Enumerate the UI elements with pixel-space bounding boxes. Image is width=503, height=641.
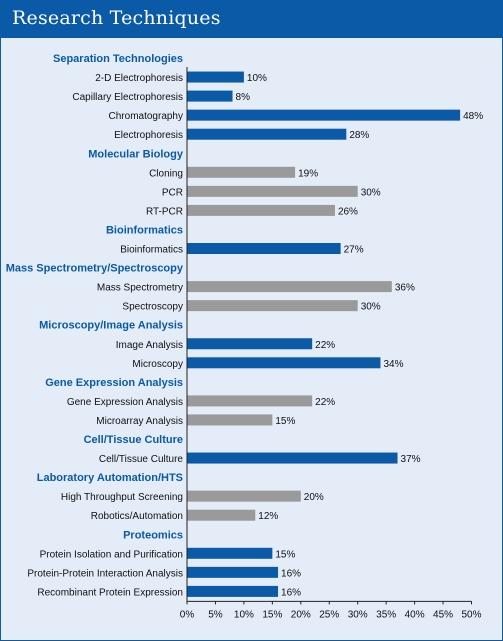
category-label-cell-tissue-culture: Cell/Tissue Culture: [84, 434, 183, 446]
data-label-high-throughput-screening: 20%: [304, 492, 324, 503]
x-tick-label: 10%: [234, 609, 254, 620]
category-label-mass-spectrometry-spectroscopy: Mass Spectrometry/Spectroscopy: [6, 263, 184, 275]
bar-gene-expression-analysis: [187, 395, 313, 407]
bar-spectroscopy: [187, 300, 358, 312]
bar-robotics-automation: [187, 509, 256, 521]
row-label-protein-isolation-and-purification: Protein Isolation and Purification: [40, 549, 183, 560]
row-label-microarray-analysis: Microarray Analysis: [96, 416, 183, 427]
row-label-electrophoresis: Electrophoresis: [114, 130, 183, 141]
bar-recombinant-protein-expression: [187, 585, 279, 597]
bar-protein-protein-interaction-analysis: [187, 566, 279, 578]
data-label-rt-pcr: 26%: [338, 206, 358, 217]
row-label-protein-protein-interaction-analysis: Protein-Protein Interaction Analysis: [27, 568, 183, 579]
bar-chromatography: [187, 109, 461, 121]
row-label-rt-pcr: RT-PCR: [146, 206, 183, 217]
row-label-mass-spectrometry: Mass Spectrometry: [97, 283, 183, 294]
row-label-spectroscopy: Spectroscopy: [122, 302, 183, 313]
bar-pcr: [187, 185, 358, 197]
data-label-protein-protein-interaction-analysis: 16%: [281, 568, 301, 579]
x-tick-label: 35%: [376, 609, 396, 620]
data-label-chromatography: 48%: [463, 111, 483, 122]
data-label-microscopy: 34%: [383, 359, 403, 370]
row-label-capillary-electrophoresis: Capillary Electrophoresis: [72, 92, 183, 103]
row-label-2-d-electrophoresis: 2-D Electrophoresis: [95, 73, 183, 84]
category-label-separation-technologies: Separation Technologies: [53, 53, 183, 65]
data-label-image-analysis: 22%: [315, 340, 335, 351]
data-label-protein-isolation-and-purification: 15%: [275, 549, 295, 560]
data-label-gene-expression-analysis: 22%: [315, 397, 335, 408]
x-tick-label: 45%: [433, 609, 453, 620]
x-tick-label: 50%: [461, 609, 481, 620]
data-label-robotics-automation: 12%: [258, 511, 278, 522]
bar-electrophoresis: [187, 128, 347, 140]
x-tick-label: 25%: [319, 609, 339, 620]
row-label-recombinant-protein-expression: Recombinant Protein Expression: [37, 587, 183, 598]
bar-microscopy: [187, 357, 381, 369]
data-label-cloning: 19%: [298, 168, 318, 179]
category-label-microscopy-image-analysis: Microscopy/Image Analysis: [39, 320, 183, 332]
chart-title: Research Techniques: [12, 7, 221, 29]
data-label-spectroscopy: 30%: [361, 302, 381, 313]
bar-bioinformatics: [187, 243, 341, 254]
row-label-cell-tissue-culture: Cell/Tissue Culture: [99, 454, 184, 465]
data-label-pcr: 30%: [361, 187, 381, 198]
bar-rt-pcr: [187, 204, 335, 216]
x-tick-label: 40%: [405, 609, 425, 620]
bar-high-throughput-screening: [187, 490, 301, 502]
title-bar: Research Techniques: [1, 1, 503, 38]
row-label-gene-expression-analysis: Gene Expression Analysis: [67, 397, 183, 408]
row-label-bioinformatics: Bioinformatics: [120, 245, 183, 256]
data-label-recombinant-protein-expression: 16%: [281, 587, 301, 598]
row-label-pcr: PCR: [162, 187, 183, 198]
category-label-laboratory-automation-hts: Laboratory Automation/HTS: [37, 472, 183, 484]
category-label-proteomics: Proteomics: [123, 529, 183, 541]
row-label-microscopy: Microscopy: [132, 359, 183, 370]
bar-capillary-electrophoresis: [187, 90, 233, 102]
bar-microarray-analysis: [187, 414, 273, 426]
x-tick-label: 0%: [180, 609, 195, 620]
category-label-gene-expression-analysis: Gene Expression Analysis: [45, 377, 183, 389]
x-tick-label: 20%: [291, 609, 311, 620]
category-label-molecular-biology: Molecular Biology: [88, 148, 184, 160]
x-tick-label: 15%: [262, 609, 282, 620]
data-label-mass-spectrometry: 36%: [395, 283, 415, 294]
category-label-bioinformatics: Bioinformatics: [106, 224, 183, 236]
row-label-image-analysis: Image Analysis: [116, 340, 183, 351]
data-label-cell-tissue-culture: 37%: [401, 454, 421, 465]
data-label-capillary-electrophoresis: 8%: [236, 92, 251, 103]
bar-protein-isolation-and-purification: [187, 547, 273, 559]
x-tick-label: 30%: [348, 609, 368, 620]
bar-mass-spectrometry: [187, 281, 392, 293]
bar-2-d-electrophoresis: [187, 71, 244, 83]
bar-cell-tissue-culture: [187, 452, 398, 464]
row-label-robotics-automation: Robotics/Automation: [91, 511, 183, 522]
row-label-chromatography: Chromatography: [109, 111, 183, 122]
data-label-2-d-electrophoresis: 10%: [247, 73, 267, 84]
row-label-cloning: Cloning: [149, 168, 183, 179]
data-label-microarray-analysis: 15%: [275, 416, 295, 427]
data-label-electrophoresis: 28%: [349, 130, 369, 141]
bar-image-analysis: [187, 338, 313, 350]
bar-cloning: [187, 166, 296, 178]
row-label-high-throughput-screening: High Throughput Screening: [61, 492, 183, 503]
data-label-bioinformatics: 27%: [344, 245, 364, 256]
x-tick-label: 5%: [208, 609, 223, 620]
